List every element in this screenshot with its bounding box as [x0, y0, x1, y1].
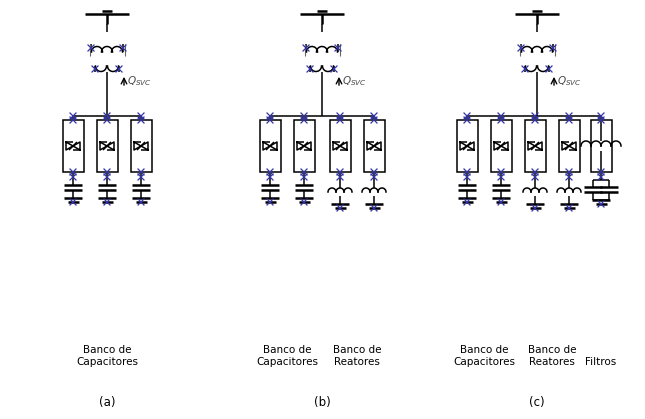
Bar [457, 120, 477, 172]
Text: Banco de
Reatores: Banco de Reatores [528, 345, 576, 367]
Text: (b): (b) [313, 396, 330, 409]
Text: Banco de
Capacitores: Banco de Capacitores [76, 345, 138, 367]
Text: $Q_{SVC}$: $Q_{SVC}$ [342, 74, 367, 88]
Bar [293, 120, 315, 172]
Text: Banco de
Capacitores: Banco de Capacitores [256, 345, 318, 367]
Bar [524, 120, 546, 172]
Text: (a): (a) [99, 396, 115, 409]
Bar [490, 120, 511, 172]
Bar [559, 120, 579, 172]
Text: $Q_{SVC}$: $Q_{SVC}$ [127, 74, 152, 88]
Bar [63, 120, 83, 172]
Text: $Q_{SVC}$: $Q_{SVC}$ [557, 74, 582, 88]
Bar [591, 120, 611, 172]
Text: Banco de
Reatores: Banco de Reatores [333, 345, 381, 367]
Text: Banco de
Capacitores: Banco de Capacitores [453, 345, 515, 367]
Bar [97, 120, 117, 172]
Text: (c): (c) [529, 396, 545, 409]
Bar [259, 120, 281, 172]
Bar [364, 120, 384, 172]
Bar [130, 120, 152, 172]
Bar [330, 120, 350, 172]
Text: Filtros: Filtros [586, 357, 617, 367]
